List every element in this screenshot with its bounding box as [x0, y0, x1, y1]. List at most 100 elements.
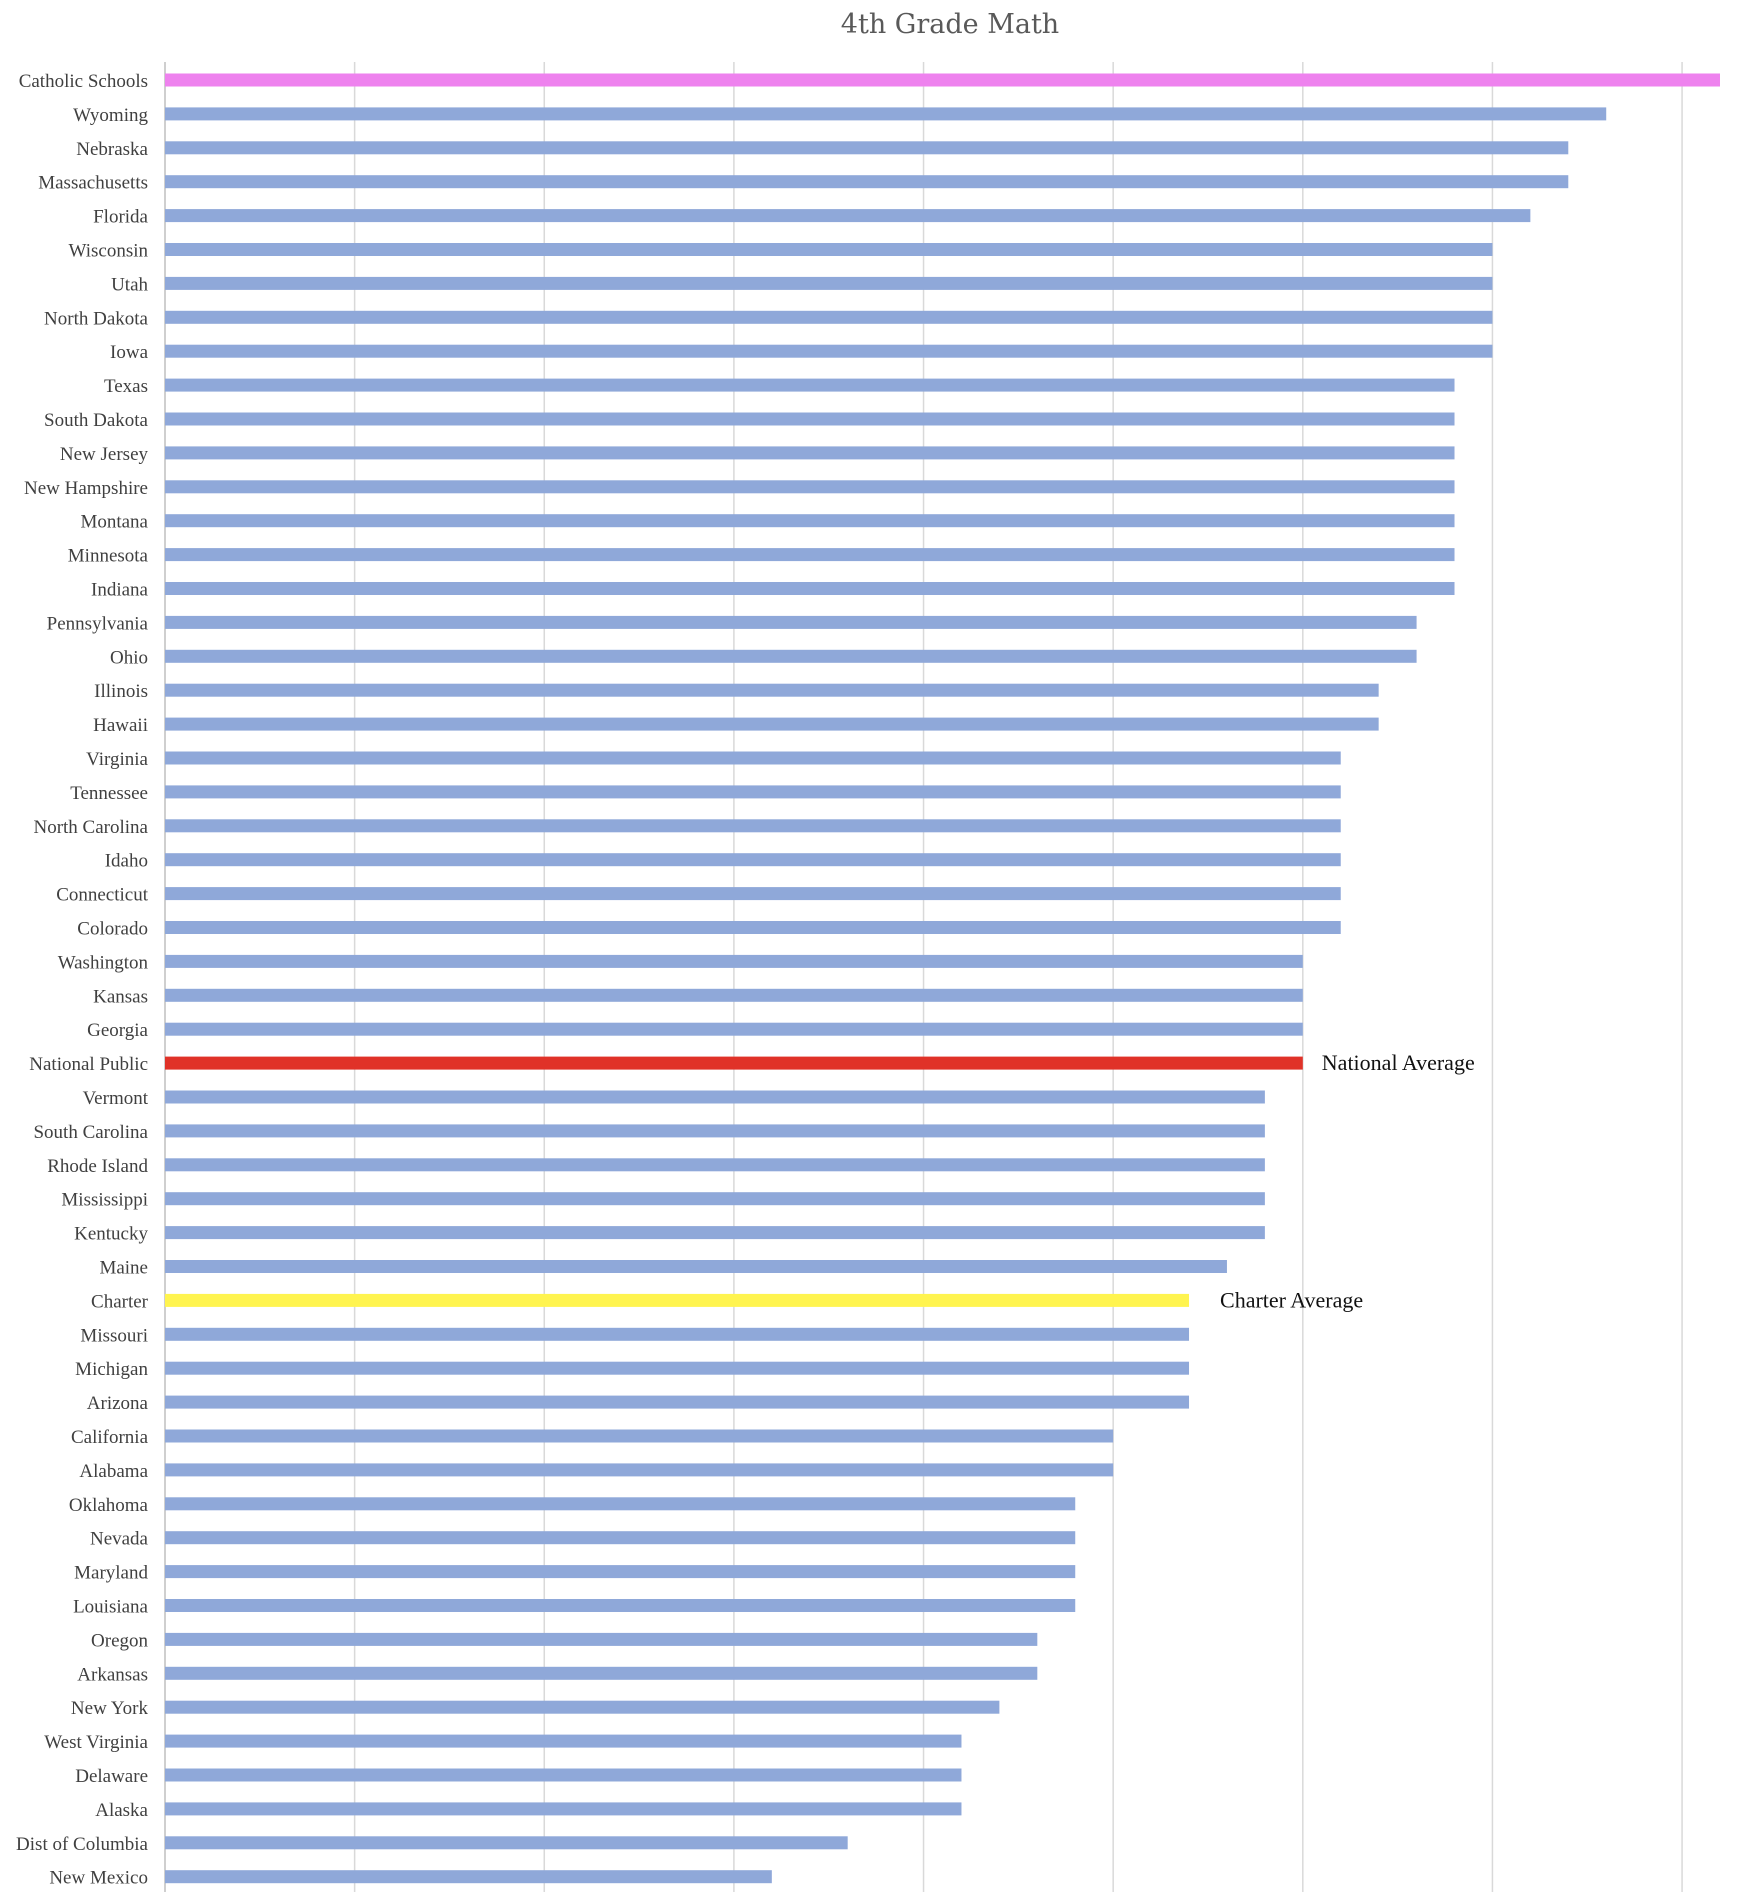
- category-label: Pennsylvania: [47, 613, 149, 634]
- bar-north-carolina: [165, 819, 1341, 833]
- bar-montana: [165, 514, 1455, 528]
- bar-catholic-schools: [165, 73, 1720, 87]
- category-label: Texas: [104, 376, 148, 397]
- annotation-national-average: National Average: [1322, 1050, 1475, 1075]
- bar-utah: [165, 276, 1493, 290]
- category-label: South Carolina: [33, 1122, 148, 1143]
- bar-nebraska: [165, 141, 1569, 155]
- category-label: California: [71, 1427, 149, 1448]
- bar-florida: [165, 209, 1531, 223]
- bar-oregon: [165, 1632, 1038, 1646]
- bar-north-dakota: [165, 310, 1493, 324]
- category-label: Maryland: [74, 1563, 148, 1584]
- category-label: Arkansas: [77, 1664, 148, 1685]
- category-label: Rhode Island: [47, 1156, 148, 1177]
- category-labels: Catholic Schools Wyoming Nebraska Massachus…: [16, 71, 149, 1889]
- bar-massachusetts: [165, 175, 1569, 189]
- bar-maine: [165, 1260, 1227, 1273]
- chart-title: 4th Grade Math: [841, 9, 1059, 40]
- category-label: Delaware: [75, 1766, 148, 1787]
- bar-delaware: [165, 1768, 962, 1782]
- category-label: New York: [71, 1698, 149, 1719]
- bar-indiana: [165, 582, 1455, 595]
- annotations: National Average Charter Average: [1220, 1050, 1475, 1312]
- bar-charter: [165, 1293, 1190, 1307]
- category-label: Alaska: [95, 1800, 148, 1821]
- category-label: Tennessee: [70, 783, 148, 804]
- bar-washington: [165, 954, 1303, 968]
- category-label: Massachusetts: [38, 173, 148, 194]
- bar-pennsylvania: [165, 615, 1417, 629]
- annotation-charter-average: Charter Average: [1220, 1287, 1363, 1312]
- bar-ohio: [165, 649, 1417, 663]
- category-label: National Public: [29, 1054, 148, 1075]
- bar-colorado: [165, 921, 1341, 934]
- bar-virginia: [165, 751, 1341, 765]
- bar-iowa: [165, 344, 1493, 358]
- category-label: Michigan: [75, 1359, 148, 1380]
- category-label: Ohio: [110, 647, 148, 668]
- category-label: South Dakota: [44, 410, 149, 431]
- bar-alaska: [165, 1802, 962, 1816]
- category-label: Nevada: [90, 1529, 149, 1550]
- bar-wisconsin: [165, 243, 1493, 256]
- category-label: Iowa: [110, 342, 149, 363]
- category-label: Dist of Columbia: [16, 1834, 149, 1855]
- bar-new-jersey: [165, 446, 1455, 460]
- category-label: Virginia: [86, 749, 148, 770]
- bar-oklahoma: [165, 1497, 1076, 1511]
- category-label: Illinois: [94, 681, 148, 702]
- category-label: Indiana: [91, 580, 149, 601]
- category-label: Montana: [80, 512, 148, 533]
- bar-idaho: [165, 853, 1341, 867]
- bar-dist-of-columbia: [165, 1836, 848, 1850]
- bar-west-virginia: [165, 1734, 962, 1748]
- category-label: Oklahoma: [69, 1495, 149, 1516]
- category-label: Maine: [99, 1258, 148, 1279]
- bar-missouri: [165, 1327, 1190, 1341]
- category-label: Oregon: [91, 1630, 148, 1651]
- bar-california: [165, 1429, 1114, 1443]
- bar-kentucky: [165, 1226, 1265, 1240]
- category-label: Wyoming: [73, 105, 148, 126]
- bar-alabama: [165, 1463, 1114, 1477]
- category-label: Utah: [111, 274, 148, 295]
- category-label: Missouri: [80, 1325, 148, 1346]
- category-label: Hawaii: [93, 715, 148, 736]
- category-label: Catholic Schools: [19, 71, 148, 92]
- category-label: Alabama: [79, 1461, 148, 1482]
- bar-wyoming: [165, 107, 1607, 121]
- bar-rhode-island: [165, 1158, 1265, 1172]
- gridlines: [164, 62, 1683, 1892]
- category-label: New Mexico: [49, 1868, 148, 1889]
- bar-texas: [165, 378, 1455, 392]
- bar-michigan: [165, 1361, 1190, 1375]
- category-label: Kansas: [93, 986, 148, 1007]
- bar-south-dakota: [165, 412, 1455, 426]
- category-label: Nebraska: [76, 139, 148, 160]
- category-label: Kentucky: [74, 1224, 148, 1245]
- category-label: Wisconsin: [69, 241, 149, 262]
- category-label: Colorado: [77, 919, 148, 940]
- bar-new-mexico: [165, 1870, 772, 1884]
- bar-south-carolina: [165, 1124, 1265, 1138]
- bar-tennessee: [165, 785, 1341, 799]
- bar-arizona: [165, 1395, 1190, 1409]
- category-label: West Virginia: [44, 1732, 148, 1753]
- category-label: New Jersey: [60, 444, 149, 465]
- category-label: North Carolina: [33, 817, 148, 838]
- category-label: Idaho: [105, 851, 148, 872]
- bars: [165, 73, 1720, 1884]
- bar-new-hampshire: [165, 480, 1455, 494]
- category-label: Vermont: [83, 1088, 149, 1109]
- bar-nevada: [165, 1531, 1076, 1545]
- category-label: Connecticut: [56, 885, 149, 906]
- bar-hawaii: [165, 717, 1379, 731]
- bar-maryland: [165, 1565, 1076, 1579]
- category-label: Arizona: [87, 1393, 149, 1414]
- category-label: Florida: [93, 207, 148, 228]
- bar-georgia: [165, 1022, 1303, 1036]
- bar-minnesota: [165, 548, 1455, 562]
- category-label: Washington: [58, 952, 149, 973]
